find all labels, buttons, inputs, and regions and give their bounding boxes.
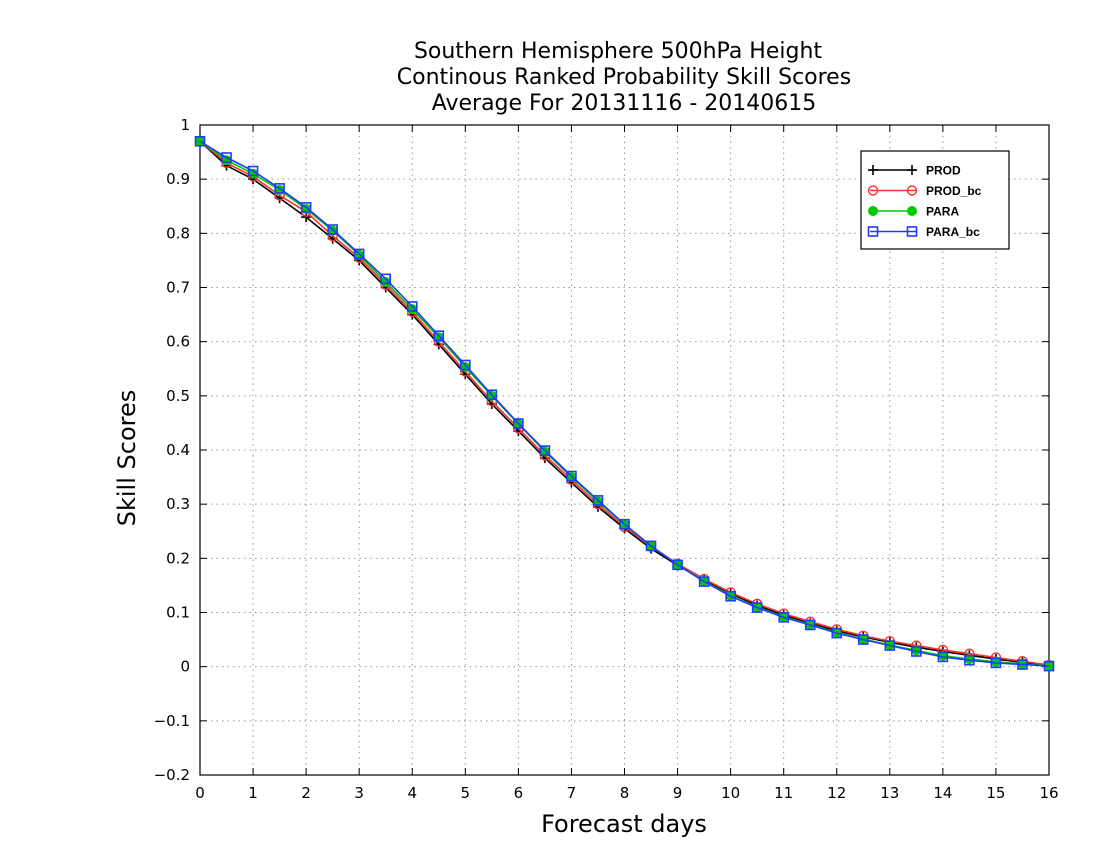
- legend-entry-prod-bc: PROD_bc: [867, 184, 982, 198]
- title-line-1: Southern Hemisphere 500hPa Height: [414, 39, 822, 64]
- y-tick-label: 0.4: [166, 441, 190, 459]
- data-point-para-bc: [406, 301, 418, 312]
- legend: PROD PROD_bc PARA PARA_bc: [860, 150, 1010, 250]
- data-point-para-bc: [460, 359, 471, 371]
- x-tick-label: 11: [774, 784, 793, 802]
- data-point-para-bc: [247, 165, 259, 177]
- series-layer: [194, 135, 1055, 672]
- x-tick-label: 5: [461, 784, 471, 802]
- y-tick-label: 0.1: [166, 604, 190, 622]
- x-tick-label: 6: [514, 784, 524, 802]
- data-point-para-bc: [672, 559, 683, 571]
- legend-label: PROD: [926, 164, 961, 178]
- data-point-para-bc: [592, 495, 604, 506]
- data-point-para-bc: [300, 202, 312, 213]
- y-tick-label: 0.7: [166, 279, 190, 297]
- y-tick-label: 1: [180, 116, 190, 134]
- legend-entry-prod: PROD: [868, 164, 961, 178]
- x-tick-label: 0: [195, 784, 205, 802]
- legend-entry-para-bc: PARA_bc: [867, 225, 980, 239]
- x-tick-label: 12: [827, 784, 846, 802]
- x-tick-label: 16: [1039, 784, 1058, 802]
- data-point-para-bc: [884, 640, 896, 651]
- legend-entry-para: PARA: [868, 205, 959, 219]
- y-tick-label: 0.2: [166, 549, 190, 567]
- legend-box: [860, 150, 1010, 250]
- data-point-para-bc: [1017, 659, 1028, 670]
- y-axis-title: Skill Scores: [113, 390, 141, 527]
- data-point-para-bc: [964, 654, 975, 666]
- x-tick-label: 8: [620, 784, 630, 802]
- data-point-para-bc: [353, 248, 365, 260]
- legend-label: PARA: [926, 205, 959, 219]
- x-axis-title: Forecast days: [541, 810, 707, 838]
- data-point-para-bc: [725, 590, 736, 602]
- data-point-para-bc: [990, 657, 1002, 669]
- x-tick-label: 2: [301, 784, 311, 802]
- x-tick-label: 15: [986, 784, 1005, 802]
- data-point-para-bc: [486, 389, 498, 401]
- data-point-para-bc: [566, 470, 577, 482]
- y-tick-label: 0: [180, 658, 190, 676]
- legend-marker: [867, 226, 879, 237]
- data-point-para-bc: [804, 619, 816, 631]
- data-point-para-bc: [698, 576, 710, 587]
- data-point-para-bc: [1043, 660, 1055, 672]
- data-point-para-bc: [513, 418, 524, 429]
- series-line-para-bc: [199, 140, 1050, 667]
- x-tick-label: 4: [407, 784, 417, 802]
- title-line-3: Average For 20131116 - 20140615: [432, 91, 817, 116]
- data-point-para-bc: [937, 651, 949, 663]
- y-tick-label: −0.1: [154, 712, 190, 730]
- legend-marker: [868, 206, 878, 216]
- axes: 0 1 2 3 4 5 6 7 8 9 10 11 12 13 14 15 16−0.2−0.100.10.20…: [154, 116, 1059, 802]
- x-tick-label: 3: [354, 784, 364, 802]
- y-tick-label: 0.6: [166, 333, 190, 351]
- data-point-para-bc: [911, 646, 922, 657]
- grid: [200, 125, 1049, 775]
- x-tick-label: 7: [567, 784, 577, 802]
- x-tick-label: 1: [248, 784, 258, 802]
- data-point-para-bc: [327, 224, 338, 235]
- legend-label: PROD_bc: [926, 184, 982, 198]
- data-point-para-bc: [831, 627, 843, 639]
- y-tick-label: 0.9: [166, 170, 190, 188]
- x-tick-label: 10: [721, 784, 740, 802]
- legend-label: PARA_bc: [926, 225, 980, 239]
- y-tick-label: 0.5: [166, 387, 190, 405]
- data-point-para-bc: [751, 602, 763, 613]
- data-point-para-bc: [221, 152, 232, 163]
- legend-marker: [907, 165, 917, 175]
- title-line-2: Continous Ranked Probability Skill Score…: [397, 65, 851, 90]
- x-tick-label: 13: [880, 784, 899, 802]
- legend-marker: [867, 185, 879, 196]
- y-tick-label: 0.8: [166, 224, 190, 242]
- data-point-para-bc: [380, 273, 392, 285]
- y-tick-label: −0.2: [154, 766, 190, 784]
- data-point-para-bc: [194, 135, 206, 147]
- data-point-para-bc: [539, 445, 551, 456]
- data-point-para-bc: [274, 183, 285, 194]
- x-tick-label: 9: [673, 784, 683, 802]
- data-point-para-bc: [857, 634, 869, 645]
- data-point-para-bc: [778, 612, 789, 623]
- legend-marker: [907, 206, 917, 216]
- y-tick-label: 0.3: [166, 495, 190, 513]
- legend-marker: [906, 226, 918, 237]
- data-point-para-bc: [433, 330, 445, 342]
- x-tick-label: 14: [933, 784, 952, 802]
- legend-marker: [906, 185, 918, 196]
- legend-marker: [868, 165, 878, 175]
- data-point-para-bc: [645, 540, 657, 552]
- data-point-para: [195, 136, 205, 147]
- series-para-bc: [194, 135, 1055, 672]
- data-point-para-bc: [619, 518, 630, 530]
